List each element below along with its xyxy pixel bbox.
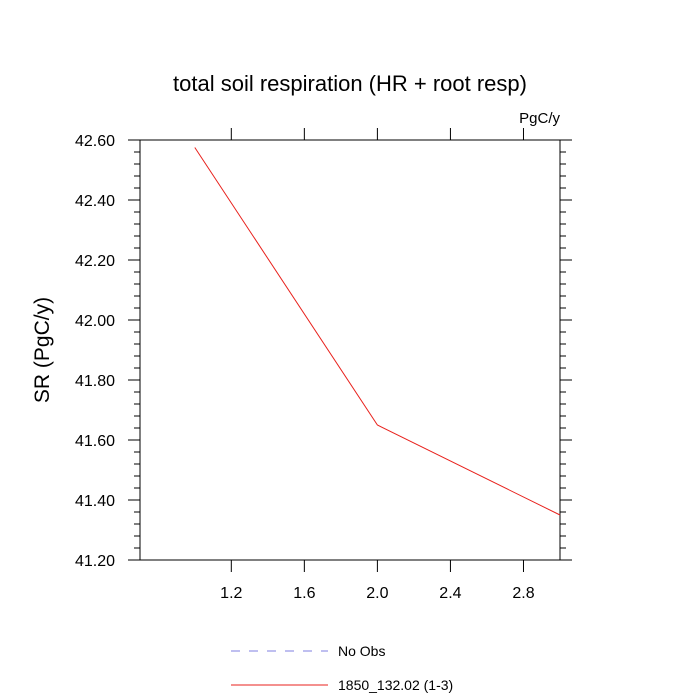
legend: No Obs 1850_132.02 (1-3) <box>231 643 453 693</box>
legend-label: No Obs <box>338 643 385 659</box>
axis-ticks: 1.2 1.6 2.0 2.4 2.8 41.20 41.40 41.60 41.80 42.00… <box>75 128 572 602</box>
legend-label: 1850_132.02 (1-3) <box>338 677 453 693</box>
y-tick-label: 41.40 <box>75 493 115 510</box>
x-tick-label: 1.6 <box>293 585 315 602</box>
series-layer <box>194 147 561 516</box>
x-tick-label: 1.2 <box>220 585 242 602</box>
y-tick-label: 42.60 <box>75 133 115 150</box>
y-tick-label: 41.80 <box>75 373 115 390</box>
y-axis-label: SR (PgC/y) <box>31 297 54 403</box>
plot-frame <box>139 139 561 561</box>
units-label: PgC/y <box>519 110 560 127</box>
chart-title: total soil respiration (HR + root resp) <box>173 71 527 96</box>
y-tick-label: 41.60 <box>75 433 115 450</box>
y-tick-label: 41.20 <box>75 553 115 570</box>
y-tick-label: 42.00 <box>75 313 115 330</box>
y-tick-label: 42.20 <box>75 253 115 270</box>
y-tick-label: 42.40 <box>75 193 115 210</box>
x-tick-label: 2.4 <box>439 585 461 602</box>
series-line <box>194 147 561 516</box>
x-tick-label: 2.0 <box>366 585 388 602</box>
x-tick-label: 2.8 <box>512 585 534 602</box>
